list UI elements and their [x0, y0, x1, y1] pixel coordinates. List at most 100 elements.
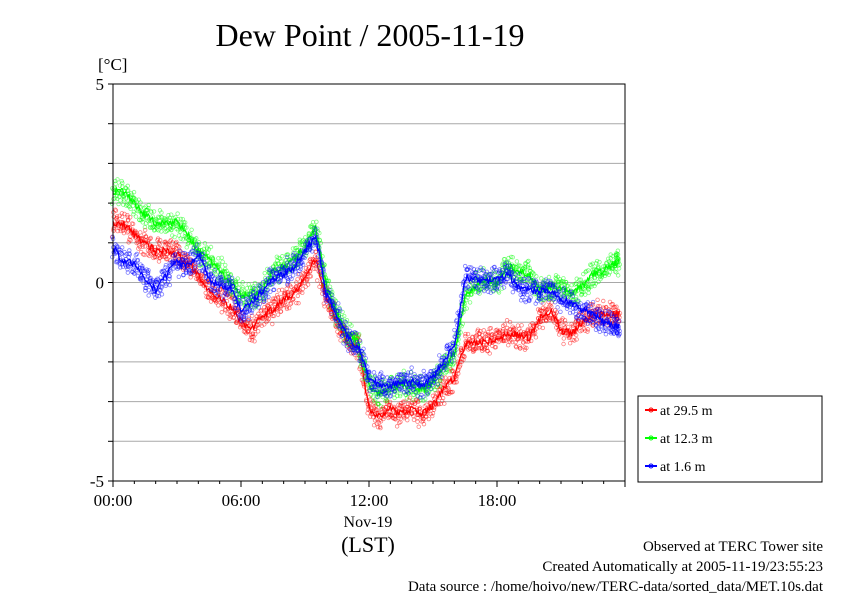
series-point: [563, 321, 568, 326]
series-point: [591, 280, 597, 286]
series-point: [128, 234, 133, 239]
series-point: [262, 322, 267, 327]
series-point: [122, 199, 127, 204]
series-point: [368, 414, 373, 419]
series-point: [142, 224, 148, 230]
series-point: [404, 396, 410, 401]
series-point: [373, 387, 378, 393]
series-point: [375, 394, 380, 399]
series-point: [431, 407, 437, 412]
series-point: [142, 252, 147, 258]
series-point: [494, 287, 500, 292]
series-point: [215, 287, 221, 292]
series-point: [546, 274, 552, 280]
series-point: [585, 327, 591, 332]
series-point: [438, 378, 443, 383]
series-point: [250, 313, 255, 318]
series-point: [617, 262, 623, 267]
legend-entry: at 1.6 m: [645, 460, 706, 475]
series-point: [141, 280, 146, 285]
legend-marker: [648, 435, 654, 441]
series-point: [584, 268, 589, 274]
series-point: [337, 324, 342, 330]
series-point: [423, 384, 428, 390]
series-point: [572, 338, 577, 343]
series-point: [556, 332, 562, 337]
series-point: [591, 323, 596, 328]
series-point: [240, 285, 246, 290]
series-point: [246, 316, 251, 322]
series-point: [206, 264, 212, 270]
series-point: [409, 365, 414, 370]
series-point: [268, 266, 273, 271]
series-point: [114, 216, 119, 221]
series-point: [561, 285, 567, 291]
series-point: [344, 325, 350, 331]
series-point: [555, 290, 561, 296]
series-point: [486, 285, 491, 290]
series-point: [299, 239, 305, 244]
series-point: [111, 228, 116, 233]
series-point: [231, 314, 236, 320]
series-point: [450, 352, 456, 358]
series-point: [340, 309, 345, 315]
series-point: [574, 337, 579, 342]
series-point: [339, 334, 344, 339]
series-point: [210, 256, 216, 261]
series-point: [257, 322, 262, 327]
series-point: [505, 276, 511, 282]
series-point: [385, 386, 390, 392]
series-point: [586, 287, 591, 292]
series-point: [217, 262, 222, 268]
series-point: [406, 390, 411, 396]
series-3: [110, 226, 622, 400]
series-point: [329, 292, 334, 297]
series-point: [424, 402, 429, 407]
series-point: [548, 278, 553, 284]
series-point: [421, 416, 426, 422]
series-point: [239, 318, 244, 324]
series-point: [223, 262, 228, 268]
series-point: [365, 411, 370, 416]
series-point: [426, 416, 432, 422]
legend-label: at 12.3 m: [660, 432, 713, 447]
series-point: [614, 304, 619, 309]
series-point: [185, 251, 191, 257]
series-point: [384, 398, 390, 403]
series-point: [278, 309, 284, 314]
series-point: [510, 327, 516, 333]
y-tick-label: 0: [96, 274, 105, 293]
series-point: [349, 323, 354, 328]
series-point: [220, 259, 225, 265]
series-point: [465, 267, 470, 272]
series-point: [609, 311, 615, 317]
series-point: [436, 402, 442, 407]
series-point: [431, 380, 437, 385]
series-point: [425, 392, 430, 397]
series-point: [173, 214, 178, 220]
series-point: [122, 197, 127, 202]
series-point: [125, 183, 130, 189]
series-point: [499, 278, 504, 284]
series-point: [585, 329, 590, 334]
series-point: [163, 229, 168, 234]
series-point: [235, 276, 240, 281]
series-point: [176, 274, 182, 279]
series-point: [487, 351, 492, 356]
series-point: [405, 417, 410, 423]
series-point: [407, 395, 413, 401]
series-point: [225, 311, 230, 316]
series-point: [296, 301, 301, 306]
series-point: [569, 289, 575, 295]
series-point: [449, 361, 454, 366]
series-point: [413, 389, 419, 395]
series-point: [502, 322, 508, 327]
series-point: [219, 310, 224, 315]
series-point: [410, 387, 416, 392]
x-axis-title: (LST): [341, 532, 395, 557]
series-point: [383, 398, 388, 404]
series-point: [119, 211, 125, 216]
series-point: [408, 369, 414, 375]
series-point: [601, 298, 606, 304]
series-point: [252, 280, 258, 286]
